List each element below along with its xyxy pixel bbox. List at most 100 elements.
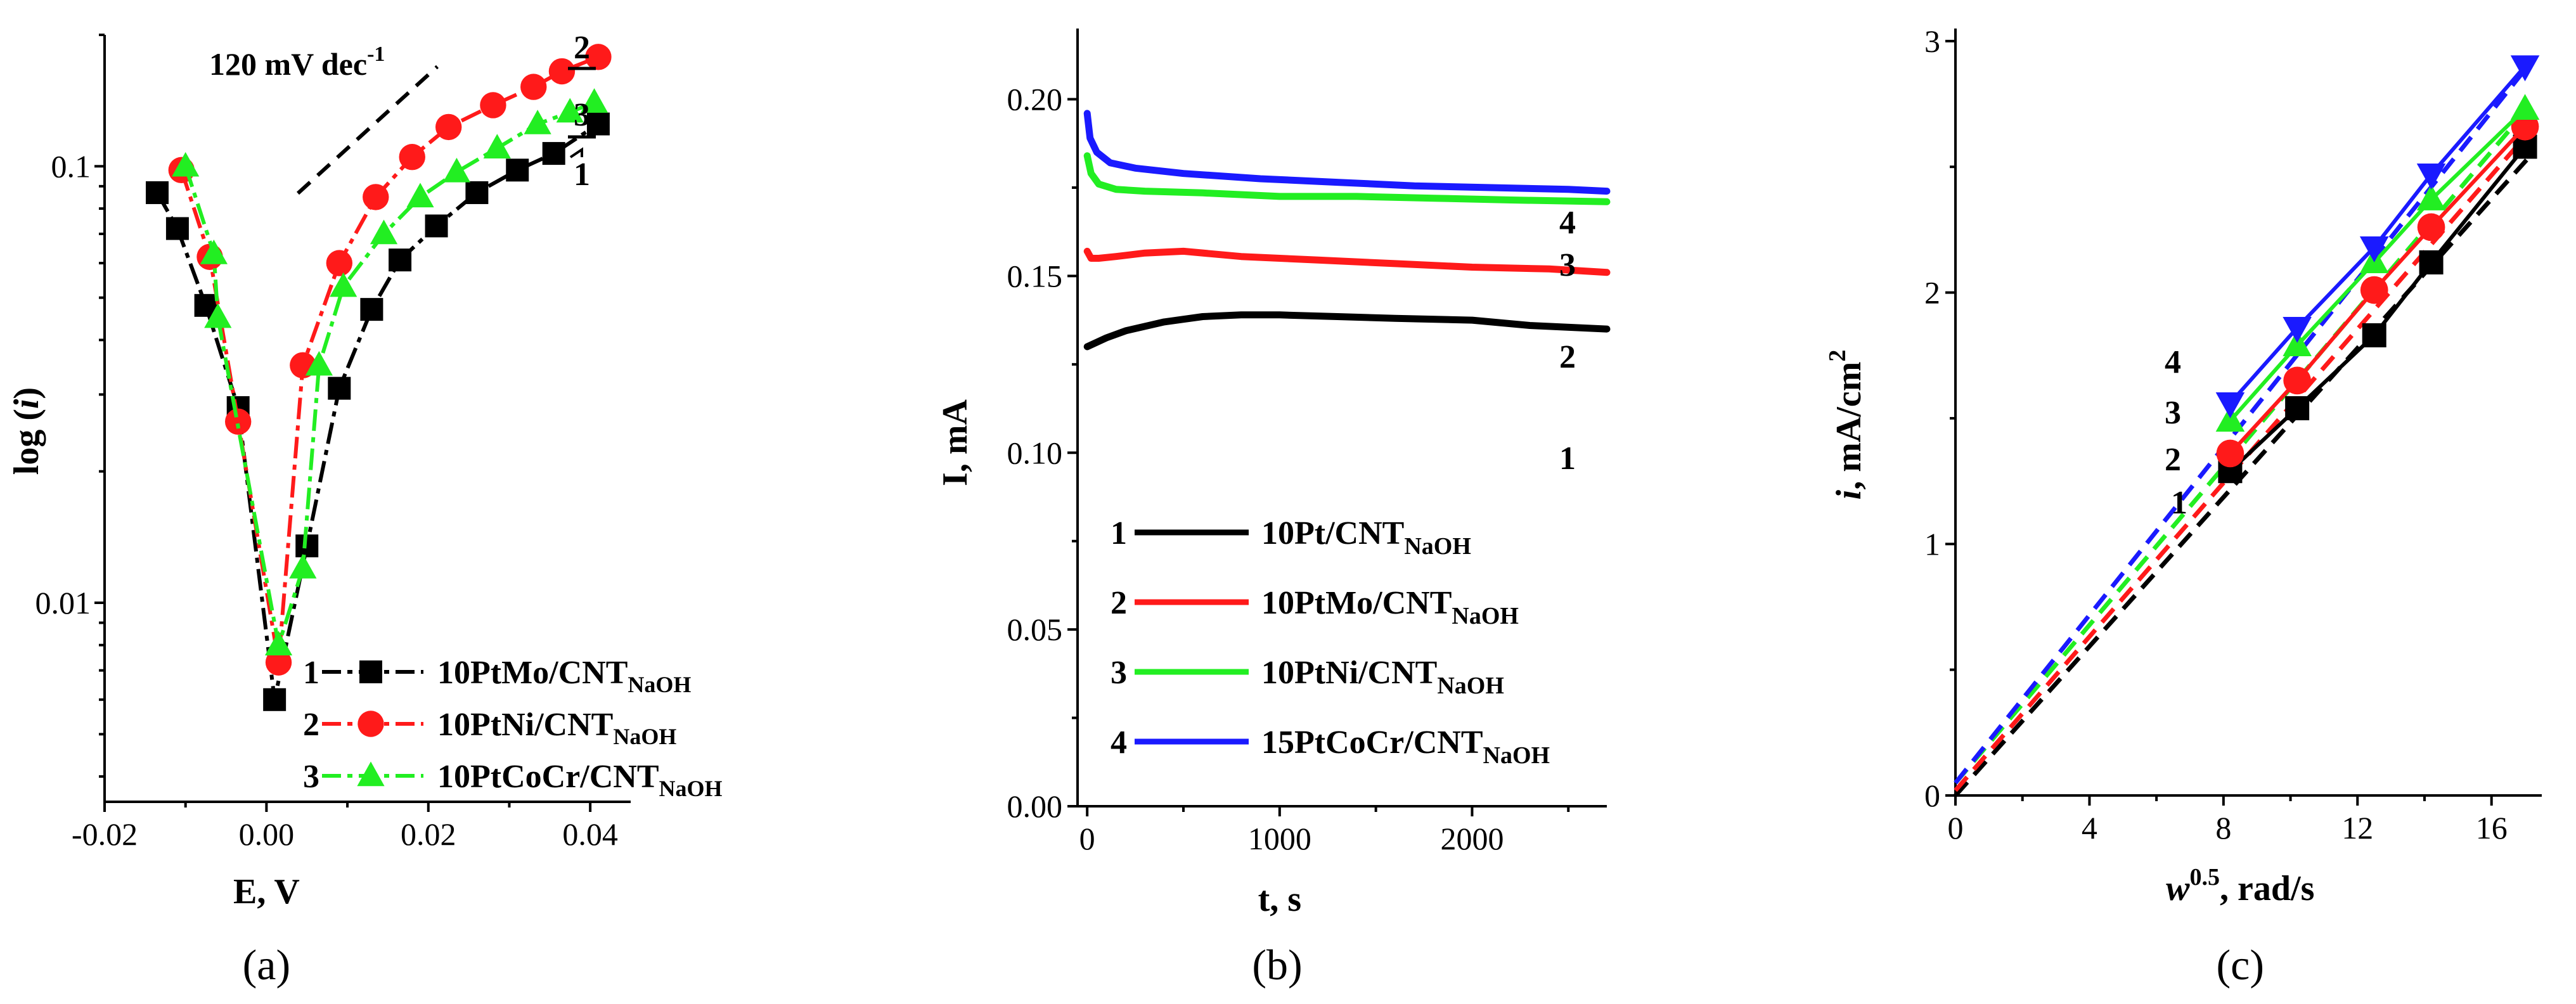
curve-label-2: 2 xyxy=(574,30,590,66)
x-tick-label: 16 xyxy=(2476,810,2508,846)
panel-b: 0 1000 2000 0.00 0.05 0.10 0.15 0.20 t, s I, mA 4 3… xyxy=(936,29,1611,989)
panel-label-b: (b) xyxy=(1252,941,1302,989)
legend-marker xyxy=(359,660,382,683)
curve-label-1: 1 xyxy=(2171,485,2187,521)
curve-label-tick xyxy=(569,147,583,158)
curve-label-3: 3 xyxy=(2165,395,2181,431)
data-point-3 xyxy=(305,351,333,376)
data-point-2 xyxy=(435,113,462,141)
legend-number: 1 xyxy=(303,655,319,691)
curve-label-4: 4 xyxy=(1559,205,1576,241)
x-axis-label: E, V xyxy=(233,872,300,911)
data-point-1 xyxy=(465,181,489,204)
data-point-3 xyxy=(2510,94,2540,120)
data-point-1 xyxy=(425,214,448,238)
data-point-2 xyxy=(399,144,425,171)
data-point-2 xyxy=(2216,439,2244,468)
curve-label-2: 2 xyxy=(2165,442,2181,478)
series-line-1 xyxy=(1083,311,1611,351)
data-point-1 xyxy=(263,688,287,711)
slope-annotation: 120 mV dec-1 xyxy=(209,42,385,82)
data-point-2 xyxy=(363,184,389,210)
data-point-4 xyxy=(2215,392,2245,418)
legend-label-3: 10PtNi/CNTNaOH xyxy=(1261,655,1504,699)
data-point-2 xyxy=(585,44,612,70)
data-point-3 xyxy=(289,553,317,579)
y-tick-label: 0.10 xyxy=(1007,435,1063,470)
x-tick-label: 4 xyxy=(2082,810,2097,846)
data-point-3 xyxy=(330,272,357,297)
data-point-1 xyxy=(542,142,565,165)
data-point-2 xyxy=(224,408,252,435)
x-tick-label: 1000 xyxy=(1248,821,1311,856)
x-axis-label: w0.5, rad/s xyxy=(2166,864,2314,908)
data-point-2 xyxy=(2417,213,2445,241)
data-point-3 xyxy=(2283,330,2312,356)
x-tick-label: 2000 xyxy=(1440,821,1504,856)
legend-number: 3 xyxy=(1111,655,1127,691)
x-tick-label: 0 xyxy=(1948,810,1964,846)
data-point-1 xyxy=(165,217,189,240)
x-tick-label: 0.00 xyxy=(239,816,295,852)
y-tick-label: 2 xyxy=(1924,275,1940,311)
curve-label-3: 3 xyxy=(574,97,590,133)
legend-number: 2 xyxy=(1111,585,1127,621)
y-tick-label: 3 xyxy=(1924,23,1940,59)
curve-label-3: 3 xyxy=(1559,247,1576,283)
data-point-1 xyxy=(2285,396,2310,421)
curve-label-1: 1 xyxy=(1559,441,1576,477)
data-point-3 xyxy=(524,110,551,134)
legend-label-3: 10PtCoCr/CNTNaOH xyxy=(437,759,723,801)
y-tick-label: 0.15 xyxy=(1007,258,1063,293)
y-tick-label: 0.05 xyxy=(1007,612,1063,647)
legend-label-1: 10PtMo/CNTNaOH xyxy=(437,655,691,697)
series-line-3 xyxy=(1083,152,1611,205)
data-point-1 xyxy=(146,181,169,204)
data-point-2 xyxy=(265,649,292,676)
data-point-3 xyxy=(556,98,584,123)
x-tick-label: 12 xyxy=(2341,810,2373,846)
data-point-4 xyxy=(2510,55,2540,82)
y-axis-label: log (i) xyxy=(7,387,46,475)
data-point-1 xyxy=(2362,323,2386,347)
y-tick-label: 0.1 xyxy=(51,148,91,184)
curve-label-2: 2 xyxy=(1559,339,1576,375)
data-point-2 xyxy=(520,74,547,100)
data-point-1 xyxy=(506,158,529,182)
y-tick-label: 0.01 xyxy=(35,585,91,621)
x-tick-label: 0 xyxy=(1079,821,1095,856)
data-point-3 xyxy=(406,183,434,208)
legend-label-4: 15PtCoCr/CNTNaOH xyxy=(1261,724,1550,769)
data-point-3 xyxy=(580,88,609,113)
x-tick-label: 0.04 xyxy=(562,816,618,852)
legend-number: 2 xyxy=(303,707,319,743)
y-tick-label: 1 xyxy=(1924,526,1940,562)
legend-marker xyxy=(357,711,384,737)
y-tick-label: 0.00 xyxy=(1007,788,1063,824)
x-tick-label: 8 xyxy=(2215,810,2231,846)
data-point-1 xyxy=(586,112,610,136)
curve-label-1: 1 xyxy=(574,157,590,193)
data-point-2 xyxy=(326,250,353,276)
data-point-2 xyxy=(480,92,506,119)
data-point-3 xyxy=(2215,406,2245,432)
data-point-3 xyxy=(200,240,228,264)
legend-label-2: 10PtMo/CNTNaOH xyxy=(1261,585,1519,629)
data-point-1 xyxy=(2419,250,2444,274)
legend-number: 4 xyxy=(1111,724,1127,761)
x-tick-label: 0.02 xyxy=(401,816,456,852)
legend-number: 1 xyxy=(1111,515,1127,551)
series-line-2 xyxy=(1083,247,1611,276)
data-point-3 xyxy=(204,303,232,328)
data-point-3 xyxy=(172,151,200,177)
fit-line-1 xyxy=(1954,153,2534,797)
series-line-4 xyxy=(1083,110,1611,195)
data-point-3 xyxy=(370,219,398,245)
curve-label-4: 4 xyxy=(2165,344,2181,380)
data-point-4 xyxy=(2416,163,2446,190)
data-point-2 xyxy=(2283,366,2311,395)
legend-label-1: 10Pt/CNTNaOH xyxy=(1261,515,1471,560)
data-point-1 xyxy=(389,248,412,272)
panel-label-c: (c) xyxy=(2217,941,2264,989)
